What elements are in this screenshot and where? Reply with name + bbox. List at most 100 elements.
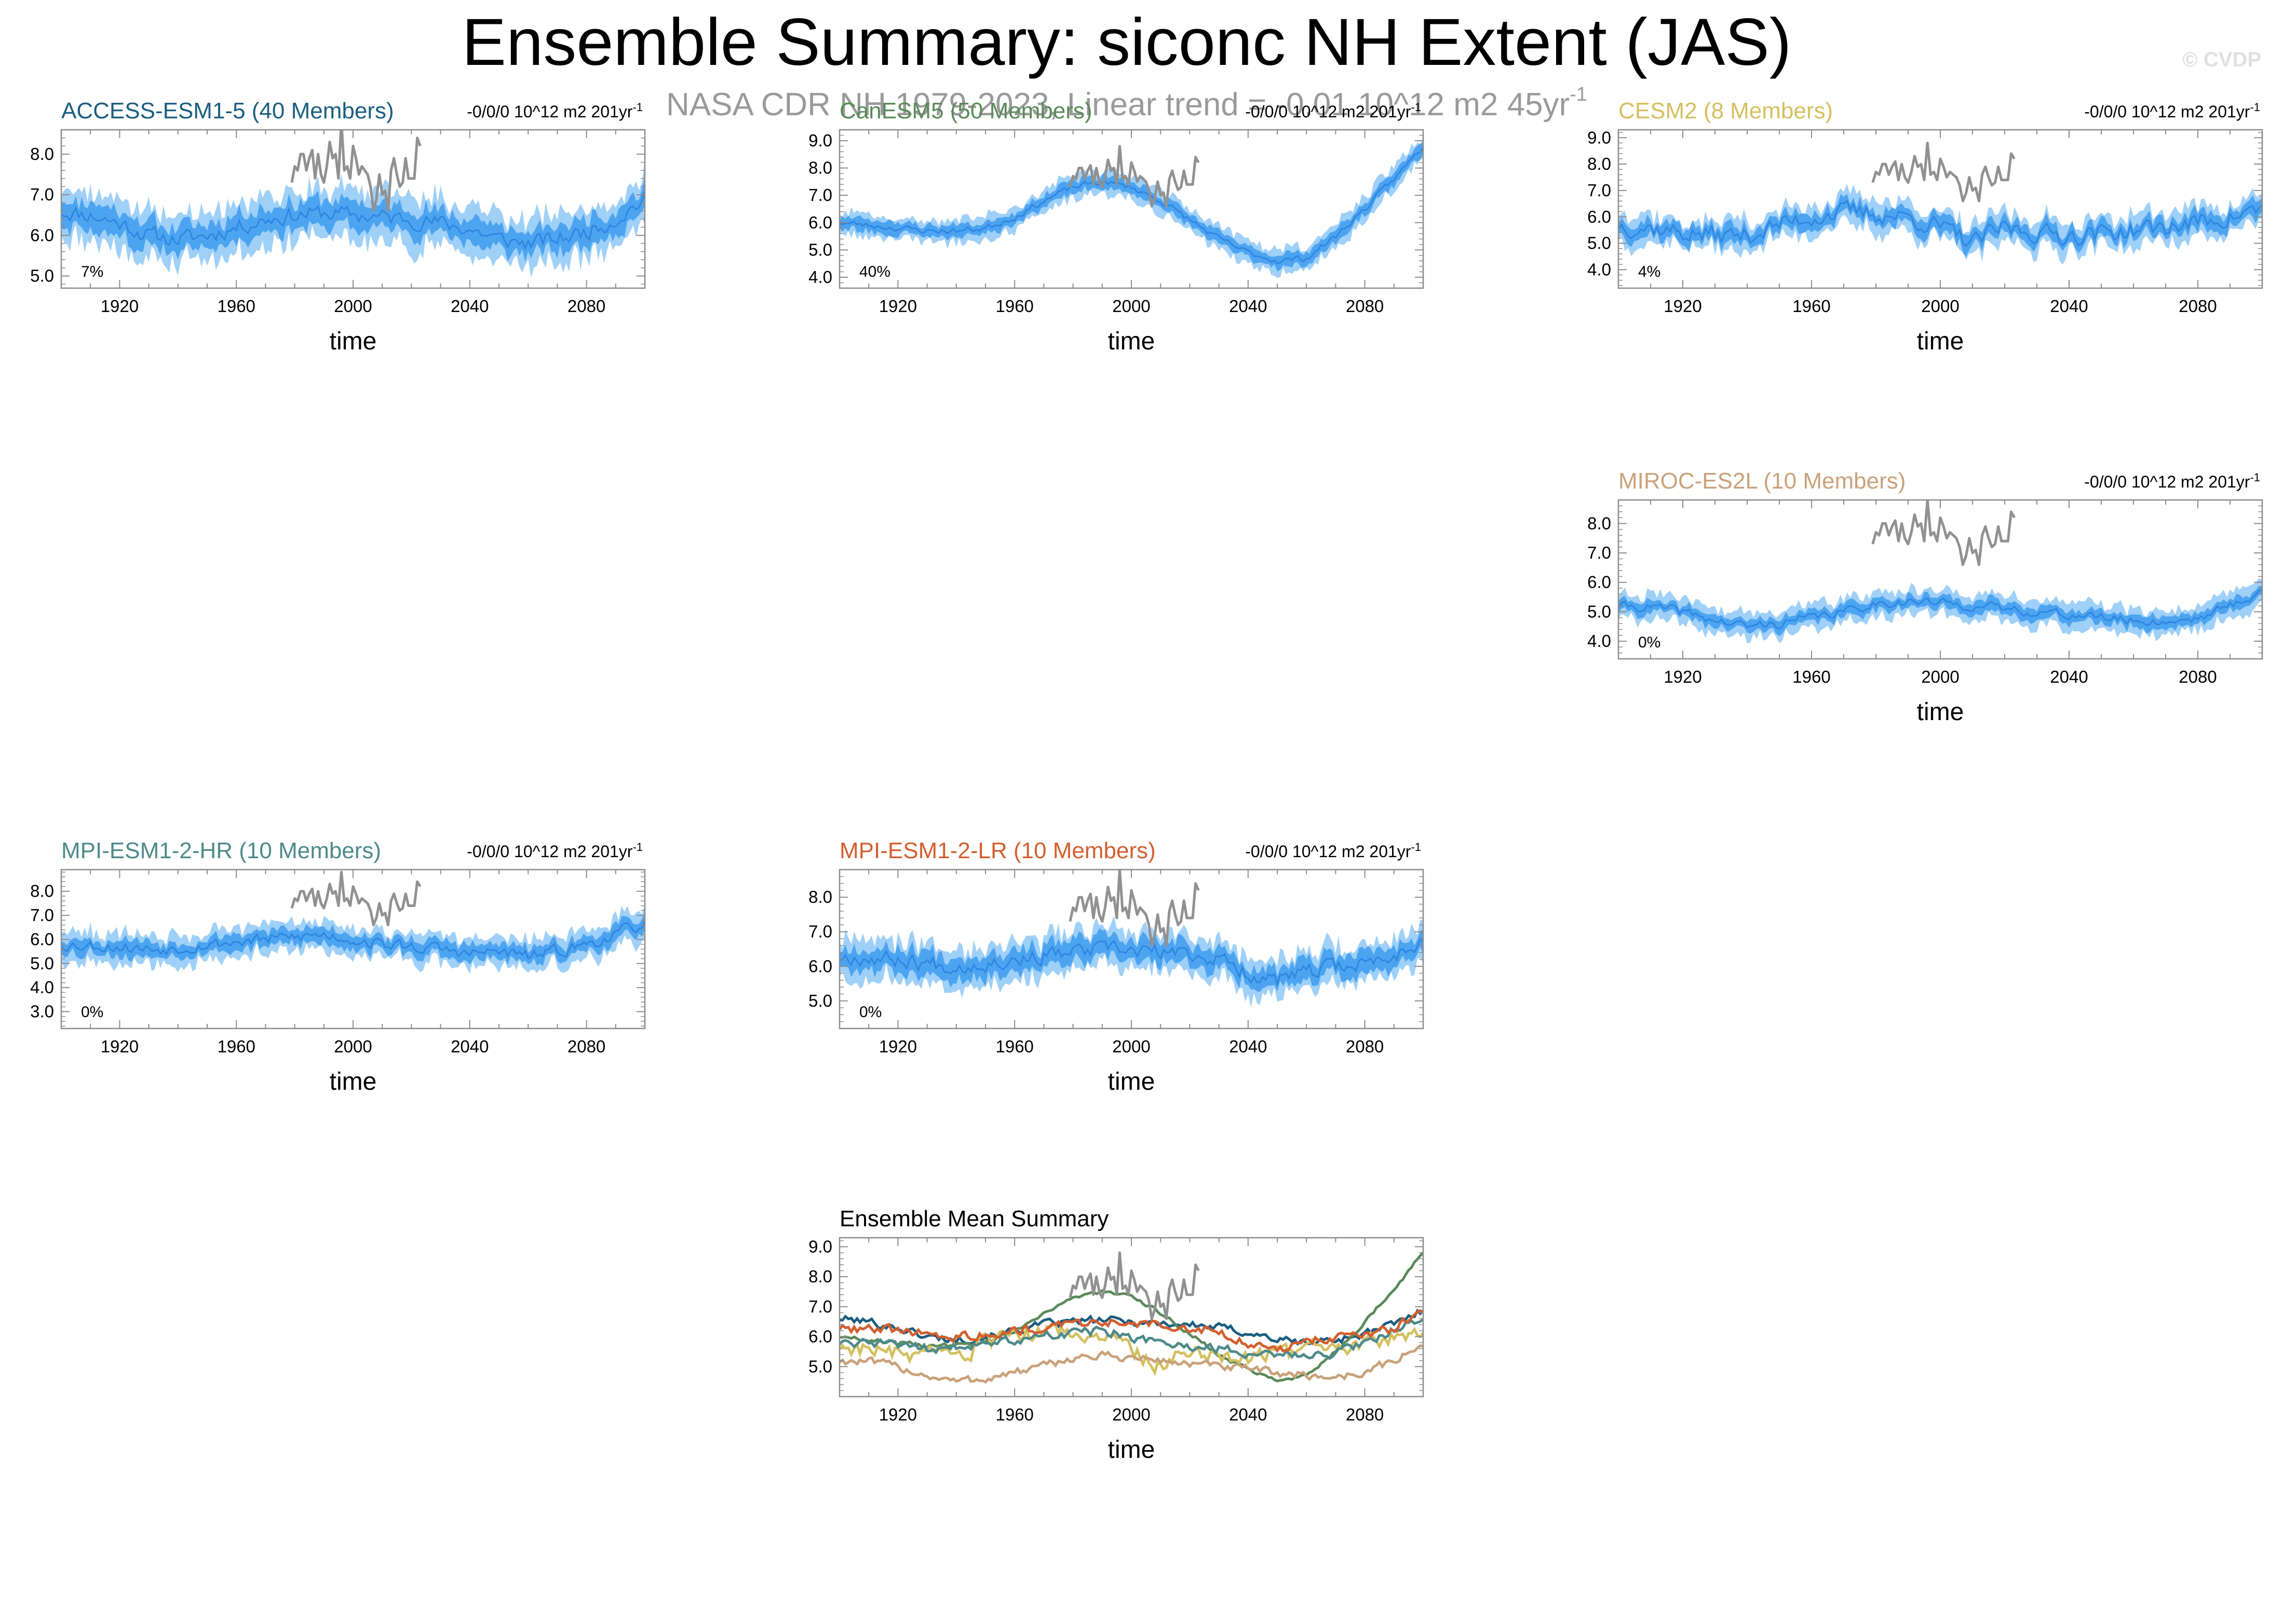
observations-line	[1069, 145, 1200, 208]
y-tick-label: 6.0	[1587, 573, 1611, 592]
cvdp-watermark: © CVDP	[2182, 48, 2261, 71]
observations-line	[1069, 870, 1200, 947]
y-tick-label: 7.0	[808, 185, 832, 205]
x-tick-label: 2080	[1346, 1405, 1384, 1424]
y-tick-label: 8.0	[30, 144, 54, 164]
inner-spread-band	[1618, 194, 2262, 257]
x-tick-label: 2080	[2179, 296, 2217, 316]
plot-area	[1618, 500, 2262, 644]
x-tick-label: 1960	[1792, 296, 1830, 316]
x-tick-label: 2080	[568, 296, 605, 316]
y-tick-label: 9.0	[808, 1237, 832, 1256]
panel-summary: 1920 1960 2000 2040 2080 5.0 6.0 7.0 8.0 9.0 Ensem…	[808, 1206, 1424, 1464]
y-tick-label: 3.0	[30, 1002, 54, 1021]
plot-area	[840, 1251, 1423, 1384]
panel-title: MPI-ESM1-2-HR (10 Members)	[61, 838, 381, 863]
panel-title: MPI-ESM1-2-LR (10 Members)	[840, 838, 1156, 863]
ensemble-mean-line	[840, 937, 1423, 987]
trend-superscript: -1	[2250, 101, 2260, 114]
x-tick-label: 1920	[879, 296, 917, 316]
x-tick-label: 1920	[1664, 296, 1701, 316]
trend-text: -0/0/0 10^12 m2 201yr	[2084, 472, 2250, 491]
plot-area	[840, 870, 1423, 1008]
trend-superscript: -1	[1411, 841, 1421, 854]
subtitle-text: NASA CDR NH 1979-2023, Linear trend = -0…	[666, 87, 1570, 123]
trend-text: -0/0/0 10^12 m2 201yr	[467, 842, 633, 861]
x-tick-label: 2040	[1229, 1405, 1267, 1424]
panel-title: CESM2 (8 Members)	[1618, 98, 1833, 124]
observations-line	[290, 871, 422, 927]
x-tick-label: 1920	[1664, 667, 1701, 686]
x-tick-label: 1960	[1792, 667, 1830, 686]
x-tick-label: 2000	[1112, 1037, 1150, 1056]
y-tick-label: 5.0	[1587, 602, 1611, 621]
x-tick-label: 1920	[101, 296, 139, 316]
figure-title: Ensemble Summary: siconc NH Extent (JAS)	[462, 5, 1792, 79]
x-axis-label: time	[1108, 1436, 1155, 1464]
inner-spread-band	[1618, 586, 2262, 637]
inner-spread-band	[840, 928, 1423, 992]
trend-label: -0/0/0 10^12 m2 201yr-1	[1245, 841, 1421, 861]
panel-mpilr: 1920 1960 2000 2040 2080 5.0 6.0 7.0 8.0 MPI-ESM1…	[808, 838, 1424, 1095]
panels: 1920 1960 2000 2040 2080 5.0 6.0 7.0 8.0 ACCESS-E…	[30, 98, 2263, 1464]
ensemble-mean-line	[1618, 589, 2262, 630]
x-tick-label: 2040	[1229, 296, 1267, 316]
ensemble-mean-line	[840, 147, 1423, 265]
y-tick-label: 6.0	[1587, 207, 1611, 226]
ensemble-mean-line	[61, 191, 645, 251]
outer-spread-band	[840, 137, 1423, 278]
observations-line	[1871, 500, 2016, 566]
x-tick-label: 1960	[995, 1405, 1033, 1424]
y-tick-label: 7.0	[30, 905, 54, 925]
y-tick-label: 8.0	[1587, 154, 1611, 173]
y-tick-label: 7.0	[808, 1297, 832, 1316]
y-tick-label: 5.0	[808, 1357, 832, 1376]
y-tick-label: 5.0	[1587, 234, 1611, 253]
x-tick-label: 2040	[451, 1037, 489, 1056]
series-line-mpilr	[840, 1309, 1423, 1353]
percent-label: 7%	[81, 263, 103, 280]
x-tick-label: 2040	[451, 296, 489, 316]
x-tick-label: 2040	[2050, 296, 2088, 316]
percent-label: 0%	[859, 1004, 882, 1021]
x-tick-label: 2000	[334, 296, 372, 316]
y-tick-label: 4.0	[808, 267, 832, 287]
x-tick-label: 2000	[1921, 296, 1959, 316]
panel-title: Ensemble Mean Summary	[840, 1206, 1109, 1231]
x-axis-label: time	[330, 1068, 377, 1095]
x-tick-label: 2080	[2179, 667, 2217, 686]
y-tick-label: 8.0	[808, 158, 832, 178]
x-tick-label: 2000	[1112, 1405, 1150, 1424]
x-tick-label: 2080	[568, 1037, 605, 1056]
y-tick-label: 8.0	[808, 1267, 832, 1286]
y-tick-label: 6.0	[30, 225, 54, 245]
x-tick-label: 2000	[1921, 667, 1959, 686]
trend-label: -0/0/0 10^12 m2 201yr-1	[467, 101, 643, 121]
y-tick-label: 6.0	[808, 1327, 832, 1346]
percent-label: 40%	[859, 263, 890, 280]
ensemble-mean-line	[1618, 199, 2262, 247]
trend-text: -0/0/0 10^12 m2 201yr	[1245, 842, 1411, 861]
x-tick-label: 1960	[217, 1037, 255, 1056]
observations-line	[1871, 141, 2016, 202]
y-tick-label: 6.0	[808, 213, 832, 232]
trend-label: -0/0/0 10^12 m2 201yr-1	[2084, 101, 2260, 121]
panel-title: ACCESS-ESM1-5 (40 Members)	[61, 98, 394, 124]
trend-label: -0/0/0 10^12 m2 201yr-1	[1245, 101, 1421, 121]
x-tick-label: 1920	[879, 1405, 917, 1424]
trend-superscript: -1	[1411, 101, 1421, 114]
x-tick-label: 2000	[1112, 296, 1150, 316]
y-tick-label: 9.0	[808, 131, 832, 150]
x-axis-label: time	[1108, 1068, 1155, 1095]
plot-area	[61, 130, 645, 278]
x-tick-label: 1960	[995, 296, 1033, 316]
y-tick-label: 8.0	[1587, 513, 1611, 533]
trend-label: -0/0/0 10^12 m2 201yr-1	[2084, 471, 2260, 491]
observations-line	[290, 130, 422, 212]
x-axis-label: time	[330, 328, 377, 355]
inner-spread-band	[61, 912, 645, 966]
y-tick-label: 9.0	[1587, 128, 1611, 147]
x-tick-label: 1960	[217, 296, 255, 316]
y-tick-label: 4.0	[1587, 631, 1611, 651]
